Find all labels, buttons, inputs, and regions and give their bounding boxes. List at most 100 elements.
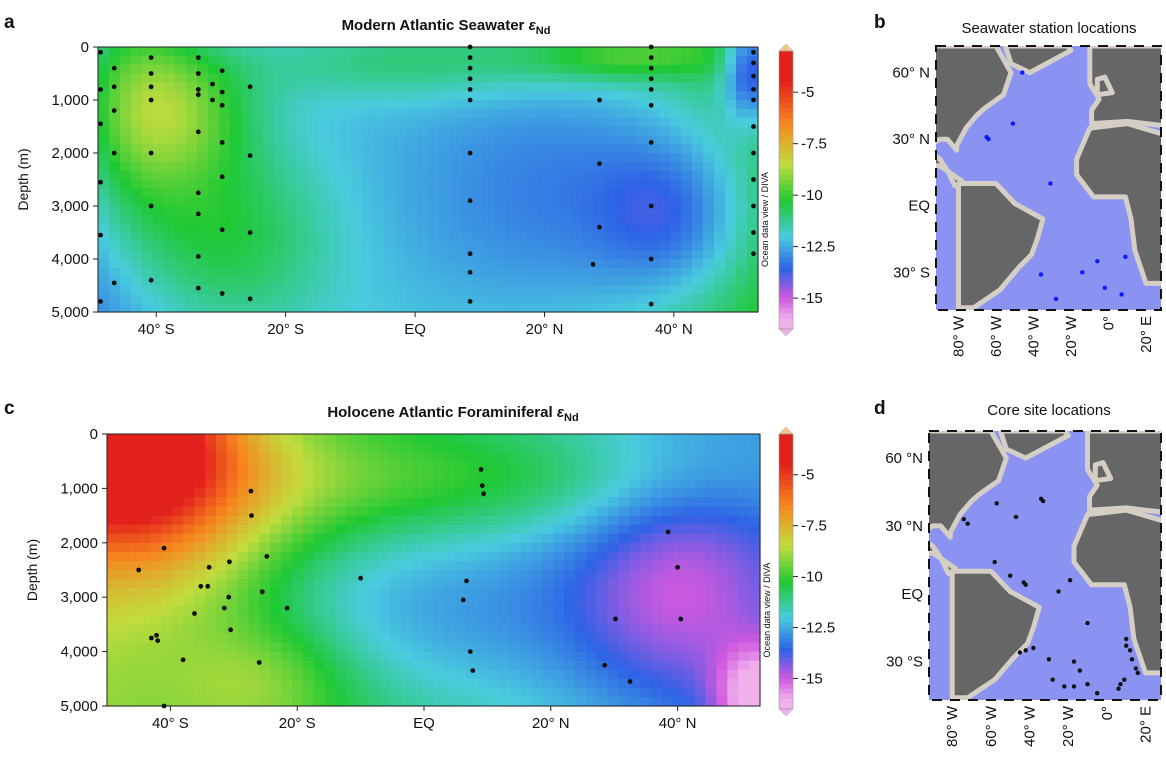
chart-a-data-point xyxy=(751,49,756,55)
map-d-site-marker xyxy=(1023,648,1028,653)
panel-c-title-text: Holocene Atlantic Foraminiferal xyxy=(327,404,553,421)
map-d-site-marker xyxy=(1040,498,1046,504)
chart-c-ytick-label: 4,000 xyxy=(60,644,98,661)
map-b-site-marker xyxy=(1038,272,1044,277)
map-b-site-marker xyxy=(1010,121,1016,126)
chart-a-data-point xyxy=(597,97,602,103)
chart-a-data-point xyxy=(467,65,473,71)
chart-c-data-point xyxy=(206,564,212,570)
chart-a-data-point xyxy=(247,84,253,90)
map-d-land-green xyxy=(998,431,1071,461)
map-d-site-marker xyxy=(1013,514,1019,520)
chart-c-colorbar-label: -5 xyxy=(801,467,814,484)
map-b-site-marker xyxy=(1102,285,1108,290)
panel-c-title-subscript: Nd xyxy=(564,412,579,424)
chart-c-data-point xyxy=(675,564,680,570)
map-d-site-marker xyxy=(1129,657,1135,662)
panel-a-title-subscript: Nd xyxy=(535,25,551,37)
chart-a-data-point xyxy=(219,140,225,145)
map-b-lon-label: 40° W xyxy=(1026,315,1043,357)
map-d-lon-label: 40° W xyxy=(1022,705,1039,747)
chart-c-data-point xyxy=(665,529,671,535)
chart-a-colorbar xyxy=(779,51,793,330)
map-d-site-marker xyxy=(1062,684,1067,689)
chart-c-data-point xyxy=(479,483,485,489)
chart-c-ytick-label: 1,000 xyxy=(60,480,98,497)
map-b-site-marker xyxy=(1080,270,1085,275)
chart-c-data-point xyxy=(256,660,262,665)
chart-c-data-point xyxy=(192,611,197,616)
map-d-site-marker xyxy=(1077,668,1083,673)
chart-c-data-point xyxy=(259,589,265,595)
chart-a-ytick-label: 3,000 xyxy=(51,198,89,215)
chart-a-colorbar-label: -10 xyxy=(801,187,823,204)
chart-a-data-point xyxy=(195,87,201,92)
chart-a-data-point xyxy=(219,174,225,180)
chart-a-data-point xyxy=(467,97,473,103)
chart-c-xtick-label: 40° S xyxy=(152,715,189,732)
chart-a-data-point xyxy=(467,87,473,92)
chart-c-data-point xyxy=(478,467,484,472)
chart-a-data-point xyxy=(590,261,596,267)
chart-a-ytick-label: 2,000 xyxy=(51,145,89,162)
chart-a-data-point xyxy=(195,71,201,76)
map-b-site-marker xyxy=(1119,292,1124,297)
chart-c-xtick-label: 20° N xyxy=(532,715,570,732)
panel-a-title-text: Modern Atlantic Seawater xyxy=(341,17,525,34)
map-d-site-marker xyxy=(1071,684,1077,689)
map-d-site-marker xyxy=(1116,686,1121,691)
chart-a-data-point xyxy=(751,60,756,66)
chart-c-data-point xyxy=(678,616,684,622)
map-d-site-marker xyxy=(1046,657,1052,662)
map-b-site-marker xyxy=(1020,70,1025,75)
chart-c-data-point xyxy=(136,567,142,573)
map-d-site-marker xyxy=(1124,636,1129,642)
map-d-lon-label: 20° W xyxy=(1060,705,1077,747)
map-d-land-sa xyxy=(949,568,1042,700)
map-b-land-sa xyxy=(956,181,1046,310)
map-d-site-marker xyxy=(1031,645,1036,651)
chart-a-colorbar-label: -5 xyxy=(801,84,814,101)
chart-c-ytick-label: 0 xyxy=(90,426,98,443)
chart-c-data-point xyxy=(198,583,204,589)
chart-c-data-point xyxy=(464,578,469,584)
map-b-lat-label: 60° N xyxy=(892,65,930,82)
chart-a-data-point xyxy=(219,102,225,108)
chart-a-xtick-label: 20° N xyxy=(526,321,564,338)
chart-a-data-point xyxy=(111,150,117,156)
chart-a-data-point xyxy=(648,44,654,50)
chart-a-data-point xyxy=(98,87,103,92)
map-d-lat-label: 30 °N xyxy=(885,518,923,535)
chart-a-data-point xyxy=(195,129,201,135)
chart-a-data-point xyxy=(648,87,654,92)
map-b-basemap xyxy=(936,46,1161,310)
chart-a-data-point xyxy=(210,81,215,87)
panel-b-title: Seawater station locations xyxy=(961,20,1137,37)
map-b-lon-label: 60° W xyxy=(988,315,1005,357)
chart-a-data-point xyxy=(148,150,154,156)
chart-c-data-point xyxy=(467,649,473,654)
map-d-site-marker xyxy=(1050,677,1055,682)
chart-c-watermark: Ocean data view / DIVA xyxy=(762,563,772,658)
chart-c-data-point xyxy=(155,638,161,644)
map-d-site-marker xyxy=(1085,620,1090,626)
chart-a-data-point xyxy=(195,55,201,60)
chart-a-data-point xyxy=(467,44,473,50)
chart-a-data-point xyxy=(219,89,225,95)
chart-c-data-point xyxy=(161,703,167,709)
map-b-site-marker xyxy=(1123,254,1128,259)
panel-a-title: Modern Atlantic Seawater εNd xyxy=(286,17,606,37)
map-d-land-na xyxy=(929,431,1009,540)
map-d-site-marker xyxy=(965,521,970,526)
chart-a-data-point xyxy=(751,73,756,79)
chart-a-data-point xyxy=(219,291,225,296)
chart-a-xtick-label: 40° N xyxy=(655,321,693,338)
chart-a-data-point xyxy=(210,97,215,103)
chart-c-frame xyxy=(106,433,761,707)
map-d-site-marker xyxy=(1085,682,1090,687)
map-b-land-af xyxy=(1074,121,1161,286)
chart-c-data-point xyxy=(154,632,159,638)
chart-c-data-point xyxy=(284,605,290,611)
chart-a-data-point xyxy=(195,190,201,196)
